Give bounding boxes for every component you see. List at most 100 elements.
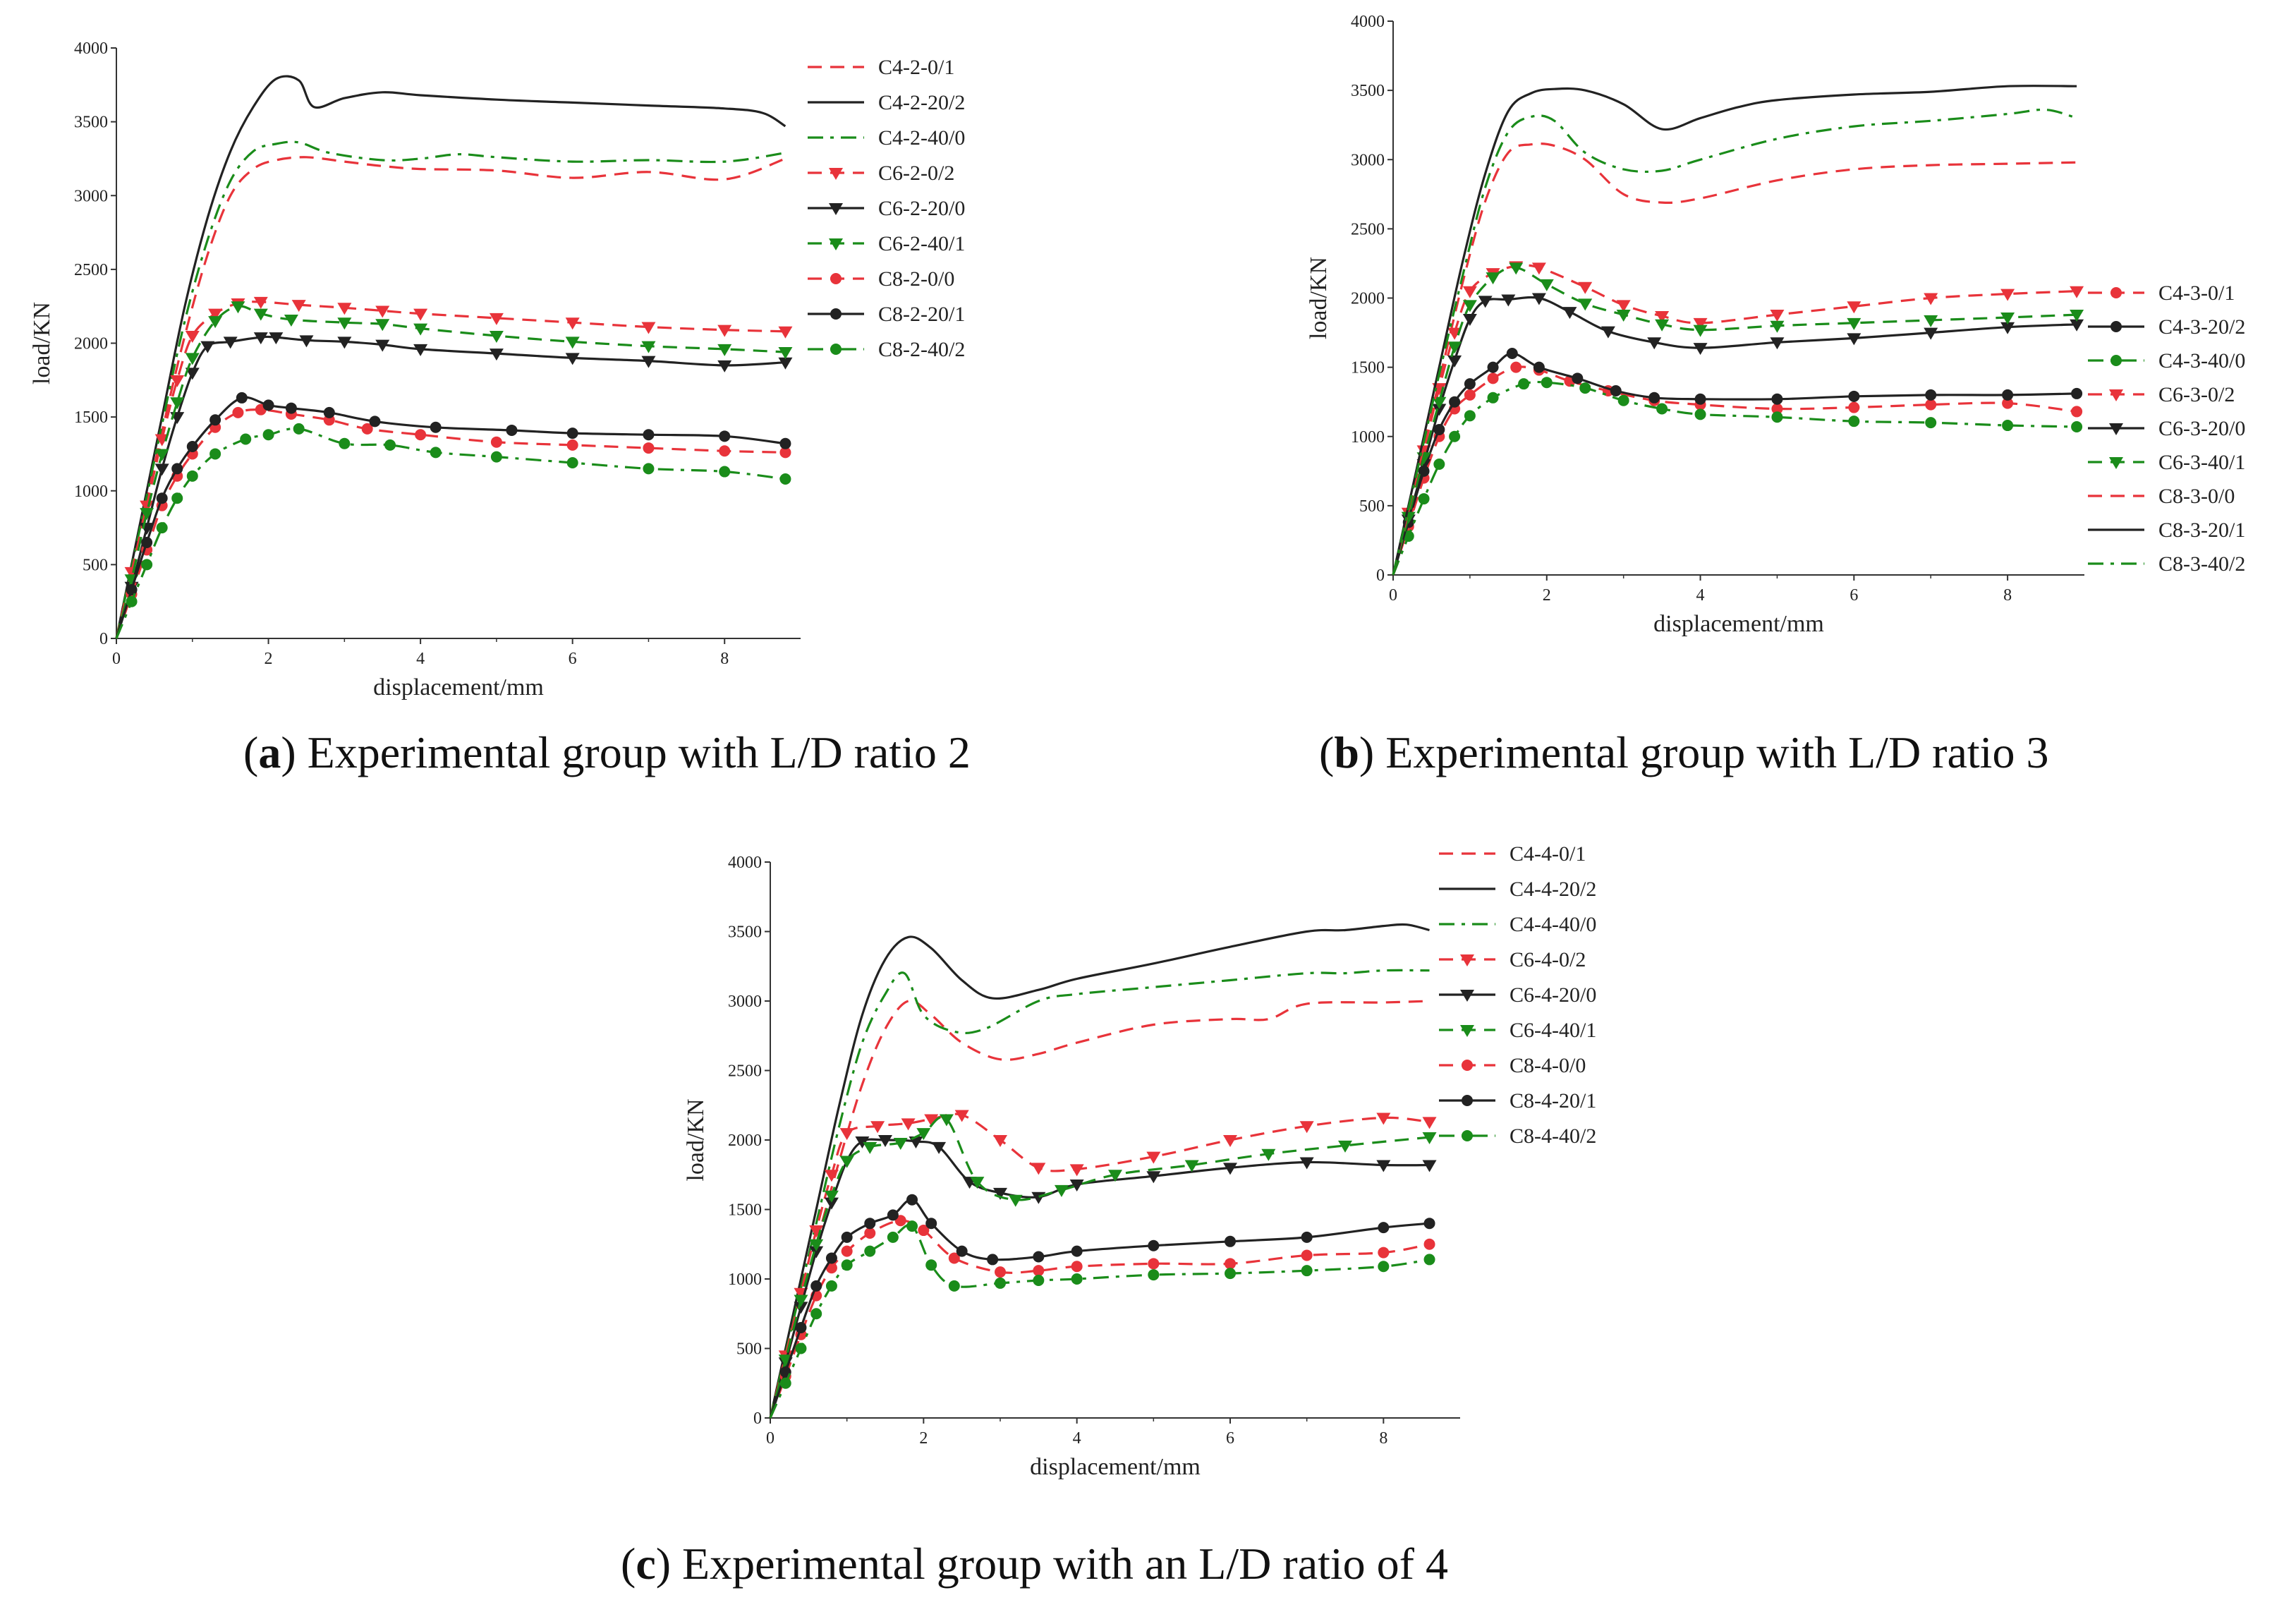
data-point	[200, 341, 215, 353]
legend-label: C4-2-40/0	[878, 126, 965, 150]
legend-label: C8-4-20/1	[1510, 1089, 1596, 1112]
data-point	[1847, 333, 1861, 346]
legend-entry: C6-2-40/1	[808, 232, 965, 255]
data-point	[240, 433, 252, 445]
x-tick-label: 4	[416, 650, 425, 668]
data-point	[717, 325, 732, 337]
data-point	[369, 416, 381, 428]
legend-entry: C6-3-40/1	[2088, 451, 2245, 474]
data-point	[232, 406, 244, 418]
data-point	[824, 1190, 839, 1203]
data-point	[916, 1128, 931, 1141]
data-point	[2000, 312, 2015, 325]
caption-c: (c) Experimental group with an L/D ratio…	[621, 1539, 1448, 1589]
legend-marker	[830, 344, 842, 355]
legend-entry: C8-4-40/2	[1439, 1124, 1596, 1148]
data-point	[1033, 1251, 1045, 1263]
legend-entry: C8-3-20/1	[2088, 519, 2245, 542]
legend-marker	[829, 168, 843, 180]
y-tick-label: 500	[83, 556, 108, 574]
data-point	[1378, 1261, 1390, 1273]
data-point	[932, 1141, 947, 1154]
data-point	[1449, 396, 1461, 408]
series-C8-2-20/1	[115, 392, 791, 639]
legend-label: C6-3-40/1	[2158, 451, 2245, 474]
series-C8-4-20/1	[769, 1194, 1435, 1419]
data-point	[1108, 1170, 1122, 1182]
x-tick-label: 4	[1696, 586, 1705, 605]
data-point	[1518, 378, 1530, 390]
x-tick-label: 0	[112, 650, 121, 668]
caption-b-letter: b	[1334, 727, 1359, 777]
data-point	[415, 429, 427, 441]
data-point	[887, 1209, 899, 1221]
data-point	[291, 300, 306, 313]
data-point	[1184, 1160, 1199, 1172]
series-line	[115, 301, 786, 639]
data-point	[1433, 423, 1445, 435]
series-C6-2-20/0	[115, 332, 793, 639]
legend-entry: C8-4-0/0	[1439, 1054, 1586, 1077]
x-tick-label: 2	[1543, 586, 1551, 605]
data-point	[2071, 387, 2083, 399]
series-line	[115, 156, 786, 639]
legend-marker	[2110, 321, 2122, 332]
data-point	[2070, 286, 2084, 298]
legend-marker	[829, 203, 843, 215]
legend-entry: C6-3-20/0	[2088, 417, 2245, 440]
data-point	[906, 1220, 918, 1232]
data-point	[1422, 1160, 1437, 1172]
legend-label: C8-4-0/0	[1510, 1054, 1586, 1077]
data-point	[154, 463, 169, 476]
x-tick-label: 2	[919, 1429, 928, 1448]
chart-b: 0 500 1000 1500 2000 2500 3000 3500 4000 0 2 4 6 8 dis…	[1306, 13, 2245, 637]
data-point	[1531, 262, 1546, 275]
data-point	[1848, 401, 1860, 413]
data-point	[1376, 1160, 1391, 1172]
data-point	[413, 308, 428, 321]
data-point	[1848, 416, 1860, 428]
data-point	[1541, 377, 1553, 389]
data-point	[810, 1308, 822, 1320]
data-point	[1376, 1112, 1391, 1125]
series-line	[769, 1138, 1430, 1419]
data-point	[154, 434, 169, 447]
legend-label: C6-4-0/2	[1510, 948, 1586, 971]
data-point	[794, 1302, 808, 1314]
data-point	[995, 1266, 1006, 1278]
legend-entry: C8-3-0/0	[2088, 485, 2235, 508]
data-point	[236, 392, 248, 404]
y-tick-label: 2500	[1351, 220, 1385, 238]
data-point	[361, 423, 373, 435]
data-point	[1447, 355, 1462, 368]
legend-entry: C4-4-0/1	[1439, 842, 1586, 866]
data-point	[1506, 348, 1518, 359]
data-point	[186, 470, 198, 482]
data-point	[185, 331, 200, 344]
y-tick-label: 3000	[74, 187, 108, 205]
series-C8-4-0/0	[769, 1215, 1435, 1419]
legend-entry: C4-2-40/0	[808, 126, 965, 150]
data-point	[1509, 262, 1524, 275]
y-axis-title: load/KN	[683, 1098, 709, 1181]
series-C8-2-40/2	[115, 423, 791, 639]
series-C6-3-20/0	[1392, 293, 2084, 576]
legend-marker	[830, 273, 842, 284]
data-point	[1261, 1148, 1276, 1161]
y-tick-label: 1000	[728, 1271, 762, 1289]
data-point	[1501, 294, 1516, 307]
x-tick-label: 6	[1226, 1429, 1234, 1448]
y-tick-label: 500	[1359, 497, 1385, 516]
data-point	[262, 429, 274, 441]
data-point	[778, 326, 793, 339]
legend-label: C8-3-40/2	[2158, 552, 2245, 576]
data-point	[1146, 1151, 1161, 1164]
data-point	[1422, 1132, 1437, 1145]
data-point	[337, 336, 352, 349]
legend-entry: C8-3-40/2	[2088, 552, 2245, 576]
x-axis-title: displacement/mm	[1653, 611, 1824, 637]
legend-marker	[1462, 1060, 1473, 1071]
data-point	[954, 1110, 969, 1122]
series-C8-3-40/2	[1392, 108, 2077, 576]
series-line	[115, 335, 786, 639]
